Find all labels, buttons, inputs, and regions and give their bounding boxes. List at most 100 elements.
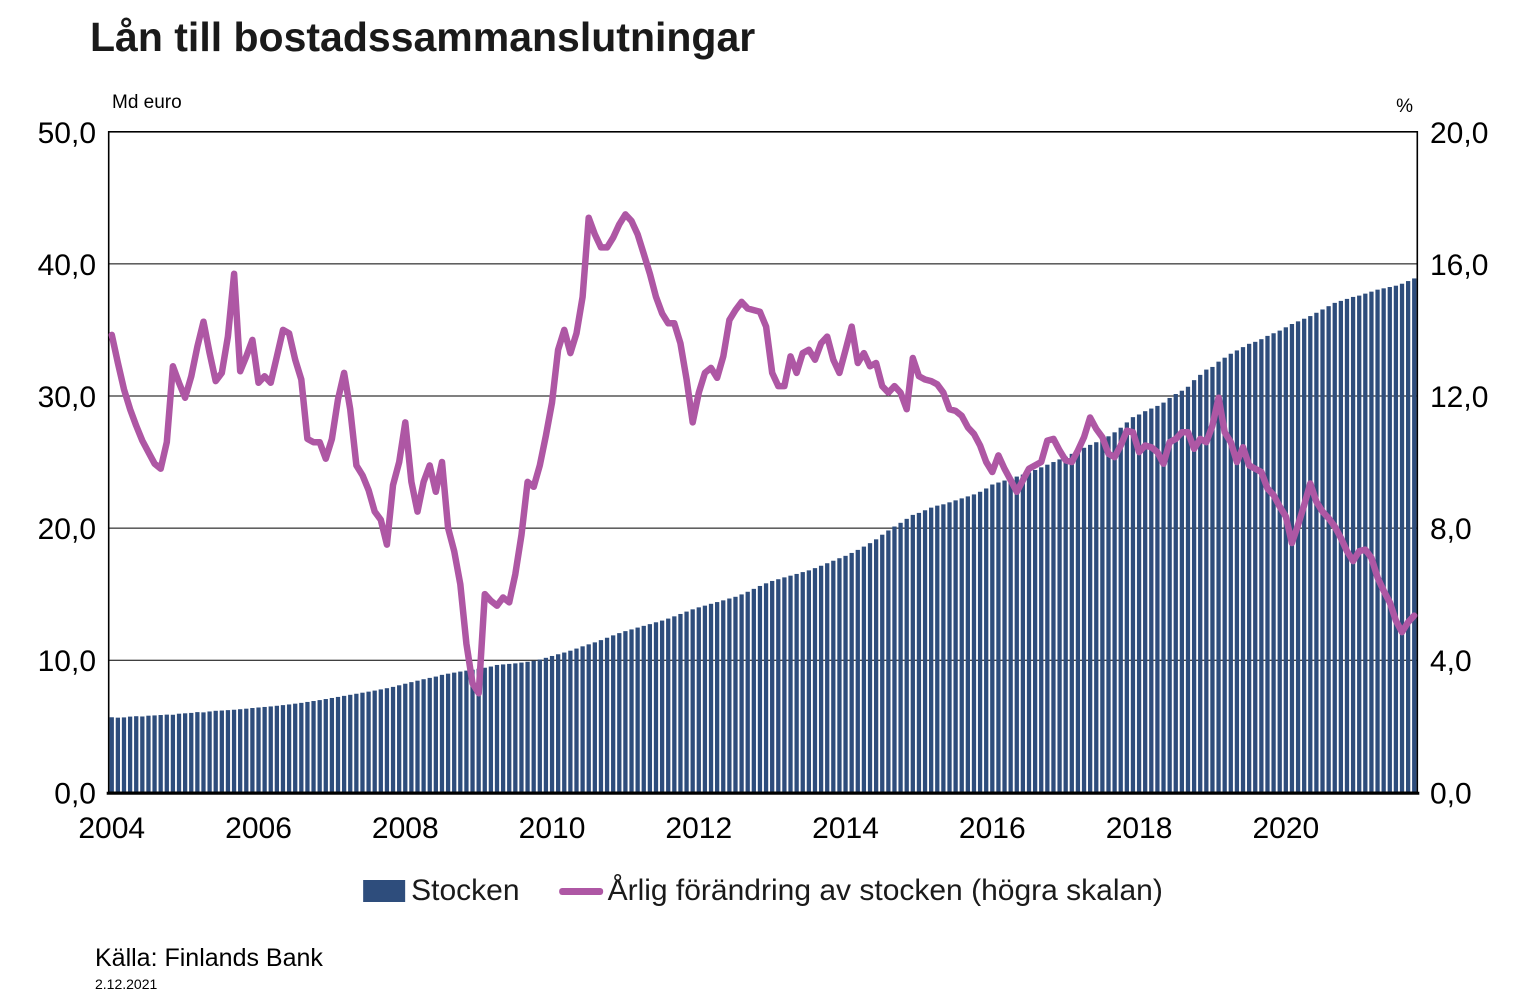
stock-bar [892, 526, 897, 793]
stock-bar [1143, 411, 1148, 793]
svg-text:4,0: 4,0 [1430, 645, 1472, 678]
stock-bar [592, 642, 597, 793]
legend: Stocken Årlig förändring av stocken (hög… [363, 874, 1163, 908]
stock-bar [433, 676, 438, 793]
svg-text:2018: 2018 [1106, 812, 1173, 845]
stock-bar [182, 713, 188, 793]
stock-bar [653, 622, 659, 793]
stock-bar [1155, 405, 1160, 793]
line-series-marker [559, 887, 604, 895]
stock-bar [1081, 447, 1087, 793]
stock-bar [140, 716, 145, 793]
bar-series-swatch [363, 880, 406, 902]
stock-bar [843, 555, 848, 793]
stock-bar [1393, 285, 1399, 793]
stock-bar [1204, 369, 1209, 793]
stock-bar [537, 659, 542, 793]
stock-bar [1112, 432, 1117, 793]
svg-text:30,0: 30,0 [38, 381, 96, 414]
stock-bar [1063, 456, 1068, 793]
stock-bar [225, 710, 231, 793]
stock-bar [244, 708, 249, 793]
svg-text:%: % [1396, 96, 1413, 117]
stock-bar [672, 616, 677, 793]
stock-bar [727, 598, 732, 793]
stock-bar [189, 712, 194, 793]
stock-bar [910, 514, 915, 793]
stock-bar [782, 577, 787, 793]
stock-bar [745, 591, 750, 793]
stock-bar [1032, 469, 1038, 793]
bar-series-label: Stocken [411, 874, 520, 907]
stock-bar [458, 671, 463, 793]
stock-bar [397, 685, 402, 793]
stock-bar [1149, 408, 1154, 793]
stock-bar [1051, 462, 1056, 793]
stock-bar [922, 510, 928, 793]
stock-bar [1094, 442, 1099, 793]
stock-bar [1381, 288, 1386, 793]
stock-bar [812, 568, 818, 793]
stock-bar [1326, 306, 1331, 793]
stock-bar [1039, 467, 1044, 793]
stock-bar [586, 644, 591, 793]
stock-bar [556, 654, 561, 793]
stock-bar [115, 717, 121, 793]
svg-text:0,0: 0,0 [1430, 777, 1472, 810]
stock-bar [176, 713, 182, 793]
stock-bar [1314, 312, 1319, 793]
svg-text:2014: 2014 [812, 812, 879, 845]
stock-bar [329, 697, 335, 793]
stock-bar [268, 706, 273, 793]
stock-bar [562, 652, 567, 793]
stock-bar [1014, 476, 1019, 793]
svg-text:20,0: 20,0 [1430, 117, 1488, 150]
stock-bar [666, 618, 671, 793]
stock-bar [1375, 289, 1380, 793]
stock-bar [965, 496, 970, 793]
stock-bar [714, 602, 720, 793]
stock-bar [947, 502, 952, 793]
stock-bar [201, 712, 206, 793]
stock-bar [806, 570, 812, 793]
svg-text:8,0: 8,0 [1430, 513, 1472, 546]
stock-bar [598, 640, 604, 793]
stock-bar [604, 637, 610, 793]
stock-bar [623, 631, 628, 793]
stock-bar [366, 691, 371, 793]
stock-bar [739, 594, 744, 793]
stock-bar [305, 701, 310, 793]
stock-bar [629, 629, 634, 793]
stock-bar [1399, 283, 1405, 793]
stock-bar [935, 505, 940, 793]
stock-bar [1271, 333, 1276, 793]
stock-bar [1075, 450, 1081, 793]
stock-bar [1405, 281, 1411, 793]
stock-bar [1020, 474, 1026, 793]
stock-bar [519, 662, 524, 793]
stock-bar [959, 498, 964, 793]
stock-bar [880, 534, 885, 793]
stock-bar [916, 512, 922, 793]
stock-bar [164, 714, 169, 793]
stock-bar [696, 607, 701, 793]
stock-bar [1234, 350, 1240, 793]
stock-bar [1289, 324, 1295, 793]
svg-text:2008: 2008 [372, 812, 439, 845]
svg-text:0,0: 0,0 [54, 777, 96, 810]
stock-bar [1161, 402, 1166, 793]
stock-bar [641, 625, 646, 793]
stock-bar [788, 575, 793, 793]
stock-bar [580, 646, 585, 793]
stock-bar [1350, 296, 1356, 793]
stock-bar [1240, 347, 1246, 793]
stock-bar [763, 583, 769, 793]
stock-bar [415, 680, 420, 793]
stock-bar [109, 717, 114, 793]
stock-bar [213, 710, 218, 793]
stock-bar [1130, 417, 1136, 793]
stock-bar [1179, 390, 1185, 793]
stock-bar [1057, 459, 1062, 793]
stock-bar [335, 696, 341, 793]
svg-text:10,0: 10,0 [38, 645, 96, 678]
